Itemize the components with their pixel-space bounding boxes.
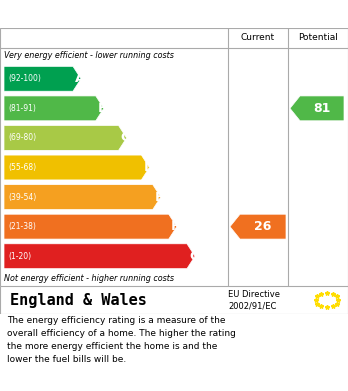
Text: (39-54): (39-54): [8, 193, 36, 202]
Text: Potential: Potential: [298, 34, 338, 43]
Polygon shape: [4, 126, 127, 151]
Text: England & Wales: England & Wales: [10, 292, 147, 307]
Text: 81: 81: [313, 102, 331, 115]
Text: D: D: [143, 161, 155, 174]
Polygon shape: [4, 185, 161, 210]
Text: Energy Efficiency Rating: Energy Efficiency Rating: [7, 7, 217, 22]
Text: (55-68): (55-68): [8, 163, 36, 172]
Text: (81-91): (81-91): [8, 104, 36, 113]
Text: Current: Current: [241, 34, 275, 43]
Text: 26: 26: [254, 220, 272, 233]
Text: Not energy efficient - higher running costs: Not energy efficient - higher running co…: [4, 274, 174, 283]
Text: A: A: [75, 72, 85, 85]
Polygon shape: [230, 214, 286, 239]
Text: G: G: [189, 250, 200, 263]
Text: F: F: [171, 220, 180, 233]
Text: (1-20): (1-20): [8, 252, 31, 261]
Text: (92-100): (92-100): [8, 74, 41, 83]
Text: EU Directive: EU Directive: [228, 291, 280, 300]
Text: 2002/91/EC: 2002/91/EC: [228, 302, 276, 311]
Text: Very energy efficient - lower running costs: Very energy efficient - lower running co…: [4, 52, 174, 61]
Polygon shape: [4, 244, 195, 269]
Text: E: E: [155, 190, 164, 204]
Polygon shape: [4, 214, 177, 239]
Polygon shape: [4, 96, 104, 121]
Text: (69-80): (69-80): [8, 133, 36, 142]
Text: C: C: [120, 131, 130, 144]
Text: B: B: [98, 102, 108, 115]
Text: (21-38): (21-38): [8, 222, 36, 231]
Polygon shape: [4, 155, 149, 180]
Text: The energy efficiency rating is a measure of the
overall efficiency of a home. T: The energy efficiency rating is a measur…: [7, 316, 236, 364]
Polygon shape: [290, 96, 344, 121]
Polygon shape: [4, 66, 81, 91]
